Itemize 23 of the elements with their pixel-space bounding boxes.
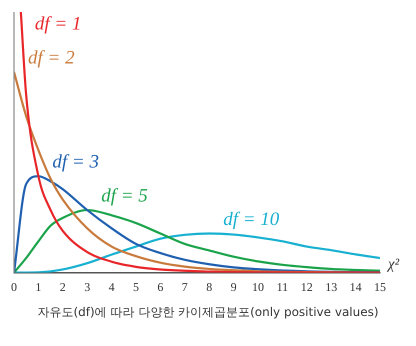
- x-axis-title: χ²: [386, 256, 400, 273]
- x-tick-label: 6: [157, 280, 164, 294]
- x-tick-label: 0: [11, 280, 17, 294]
- series-label: df = 1: [34, 14, 82, 34]
- series-label: df = 2: [28, 47, 76, 68]
- series-label: df = 10: [223, 209, 280, 230]
- series-label: df = 3: [52, 152, 100, 173]
- x-tick-label: 2: [60, 280, 66, 294]
- x-tick-label: 1: [35, 280, 42, 294]
- text: 자유도(df)에 따라 다양한 카이제곱분포(only positive values): [36, 304, 380, 321]
- x-tick-label: 3: [84, 280, 90, 294]
- x-tick-label: 10: [252, 280, 264, 294]
- x-tick-label: 5: [133, 280, 139, 294]
- series-label: df = 5: [101, 186, 148, 207]
- x-tick-label: 11: [276, 280, 288, 294]
- x-tick-label: 12: [300, 280, 313, 294]
- x-tick-label: 14: [350, 280, 362, 294]
- x-tick-label: 15: [374, 280, 386, 294]
- x-tick-label: 9: [230, 280, 237, 294]
- x-tick-label: 13: [325, 280, 338, 294]
- x-tick-label: 4: [108, 280, 115, 294]
- x-tick-label: 8: [206, 280, 212, 294]
- x-tick-label: 7: [182, 280, 188, 294]
